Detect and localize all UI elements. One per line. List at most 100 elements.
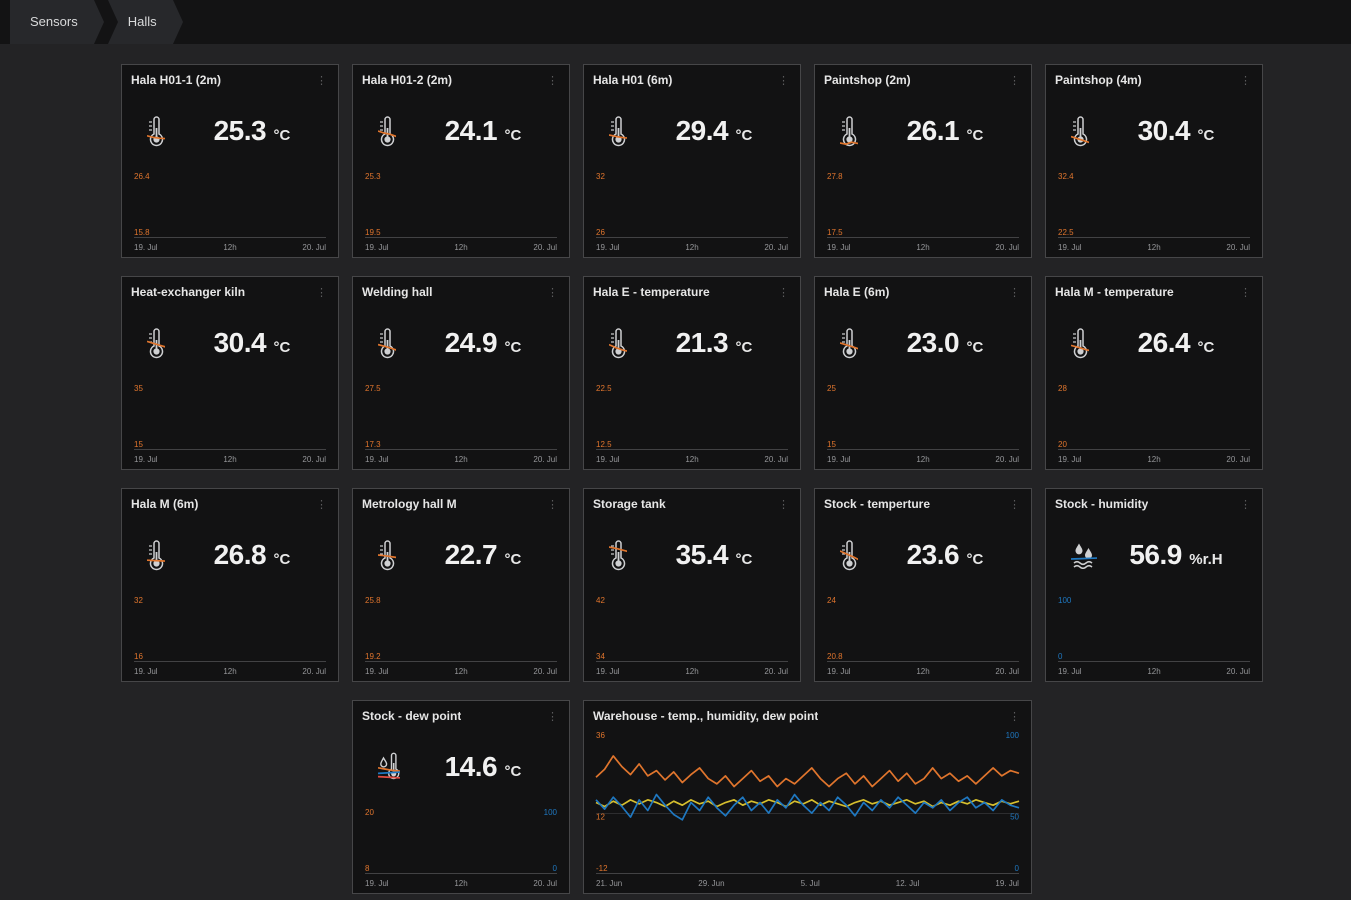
panel-title[interactable]: Hala H01-1 (2m) [131,73,222,87]
y-axis-max-label: 25.3 [365,172,381,181]
metric-row: 23.6 °C [824,514,1022,595]
y-axis-min-label: 19.2 [365,652,381,661]
x-tick-label: 12h [685,243,699,252]
panel-menu-icon[interactable]: ⋮ [778,498,789,511]
panel-title[interactable]: Hala M (6m) [131,497,199,511]
x-tick-label: 19. Jul [596,455,620,464]
metric-unit: °C [273,126,291,144]
x-axis-ticks: 19. Jul 12h 20. Jul [596,667,788,676]
metric-unit: °C [504,126,522,144]
panel-menu-icon[interactable]: ⋮ [316,498,327,511]
metric-row: 23.0 °C [824,302,1022,383]
sparkline-svg [134,181,326,237]
sparkline-svg [596,181,788,237]
panel-header: Hala E (6m) ⋮ [824,282,1022,302]
metric-value: 30.4 [1137,114,1191,146]
thermometer-icon [609,115,641,147]
plot-area [596,605,788,662]
panel-menu-icon[interactable]: ⋮ [778,74,789,87]
x-tick-label: 12h [223,667,237,676]
temperature-line [840,121,858,144]
panel-title[interactable]: Heat-exchanger kiln [131,285,246,299]
y-axis-max-label: 22.5 [596,384,612,393]
sparkline-svg [365,605,557,661]
panel-title[interactable]: Hala E (6m) [824,285,890,299]
panel-title[interactable]: Warehouse - temp., humidity, dew point [593,709,819,723]
metric-value: 56.9 [1129,538,1182,570]
y-axis-max-label: 20 [365,808,374,817]
panel-title[interactable]: Stock - dew point [362,709,462,723]
sparkline-svg [365,817,557,873]
x-tick-label: 19. Jul [1058,243,1082,252]
y-axis-min-label: 17.3 [365,440,381,449]
x-tick-label: 19. Jul [596,243,620,252]
x-tick-label: 5. Jul [800,879,820,888]
temperature-line [840,547,858,571]
x-tick-label: 12h [916,667,930,676]
panel-menu-icon[interactable]: ⋮ [547,286,558,299]
sensor-panel: Hala H01-1 (2m) ⋮ 25.3 °C 26.4 15.8 19. … [121,64,339,258]
x-tick-label: 20. Jul [764,455,788,464]
panel-title[interactable]: Welding hall [362,285,433,299]
y-axis-min-label: 17.5 [827,228,843,237]
metric-row: 24.1 °C [362,90,560,171]
panel-header: Hala M - temperature ⋮ [1055,282,1253,302]
metric-row: 30.4 °C [131,302,329,383]
panel-title[interactable]: Hala H01-2 (2m) [362,73,453,87]
metric-row: 35.4 °C [593,514,791,595]
sensor-panel: Metrology hall M ⋮ 22.7 °C 25.8 19.2 19.… [352,488,570,682]
panel-menu-icon[interactable]: ⋮ [547,498,558,511]
panel-title[interactable]: Hala M - temperature [1055,285,1174,299]
metric: 23.0 °C [872,327,1018,359]
x-axis-ticks: 19. Jul 12h 20. Jul [134,667,326,676]
panel-menu-icon[interactable]: ⋮ [1240,286,1251,299]
right-y-axis-min-label: 0 [1014,864,1019,873]
panel-menu-icon[interactable]: ⋮ [316,74,327,87]
panel-title[interactable]: Storage tank [593,497,666,511]
sparkline-chart: 26.4 15.8 19. Jul 12h 20. Jul [131,171,329,253]
metric: 56.9 %r.H [1103,539,1249,571]
panel-menu-icon[interactable]: ⋮ [1240,74,1251,87]
x-tick-label: 12h [916,455,930,464]
panel-menu-icon[interactable]: ⋮ [778,286,789,299]
panel-title[interactable]: Paintshop (2m) [824,73,911,87]
panel-title[interactable]: Metrology hall M [362,497,457,511]
metric: 30.4 °C [1103,115,1249,147]
temperature-line [609,335,627,353]
x-tick-label: 19. Jul [827,667,851,676]
panel-menu-icon[interactable]: ⋮ [1009,286,1020,299]
panel-title[interactable]: Stock - temperture [824,497,931,511]
x-tick-label: 20. Jul [1226,243,1250,252]
x-tick-label: 29. Jun [698,879,725,888]
metric-unit: °C [504,550,522,568]
panel-menu-icon[interactable]: ⋮ [547,74,558,87]
panel-header: Stock - dew point ⋮ [362,706,560,726]
thermometer-icon [147,327,179,359]
breadcrumb-item-sensors[interactable]: Sensors [10,0,104,44]
panel-title[interactable]: Paintshop (4m) [1055,73,1142,87]
y-axis-min-label: 15 [827,440,836,449]
humidity-line [1071,557,1097,559]
panel-menu-icon[interactable]: ⋮ [316,286,327,299]
panel-menu-icon[interactable]: ⋮ [1240,498,1251,511]
x-axis-ticks: 19. Jul 12h 20. Jul [134,455,326,464]
panel-menu-icon[interactable]: ⋮ [547,710,558,723]
panel-title[interactable]: Hala H01 (6m) [593,73,673,87]
x-tick-label: 19. Jul [134,243,158,252]
metric-value: 21.3 [675,326,729,358]
plot-area [1058,181,1250,238]
panel-title[interactable]: Hala E - temperature [593,285,710,299]
y-axis-max-label: 32.4 [1058,172,1074,181]
panel-menu-icon[interactable]: ⋮ [1009,74,1020,87]
metric-unit: °C [273,338,291,356]
thermometer-icon [1071,115,1103,147]
panel-header: Stock - temperture ⋮ [824,494,1022,514]
temperature-line [378,555,396,565]
panel-menu-icon[interactable]: ⋮ [1009,498,1020,511]
panel-title[interactable]: Stock - humidity [1055,497,1149,511]
panel-menu-icon[interactable]: ⋮ [1009,710,1020,723]
breadcrumb-item-halls[interactable]: Halls [107,0,183,44]
series-red-line [378,775,400,777]
metric: 21.3 °C [641,327,787,359]
plot-area [134,181,326,238]
